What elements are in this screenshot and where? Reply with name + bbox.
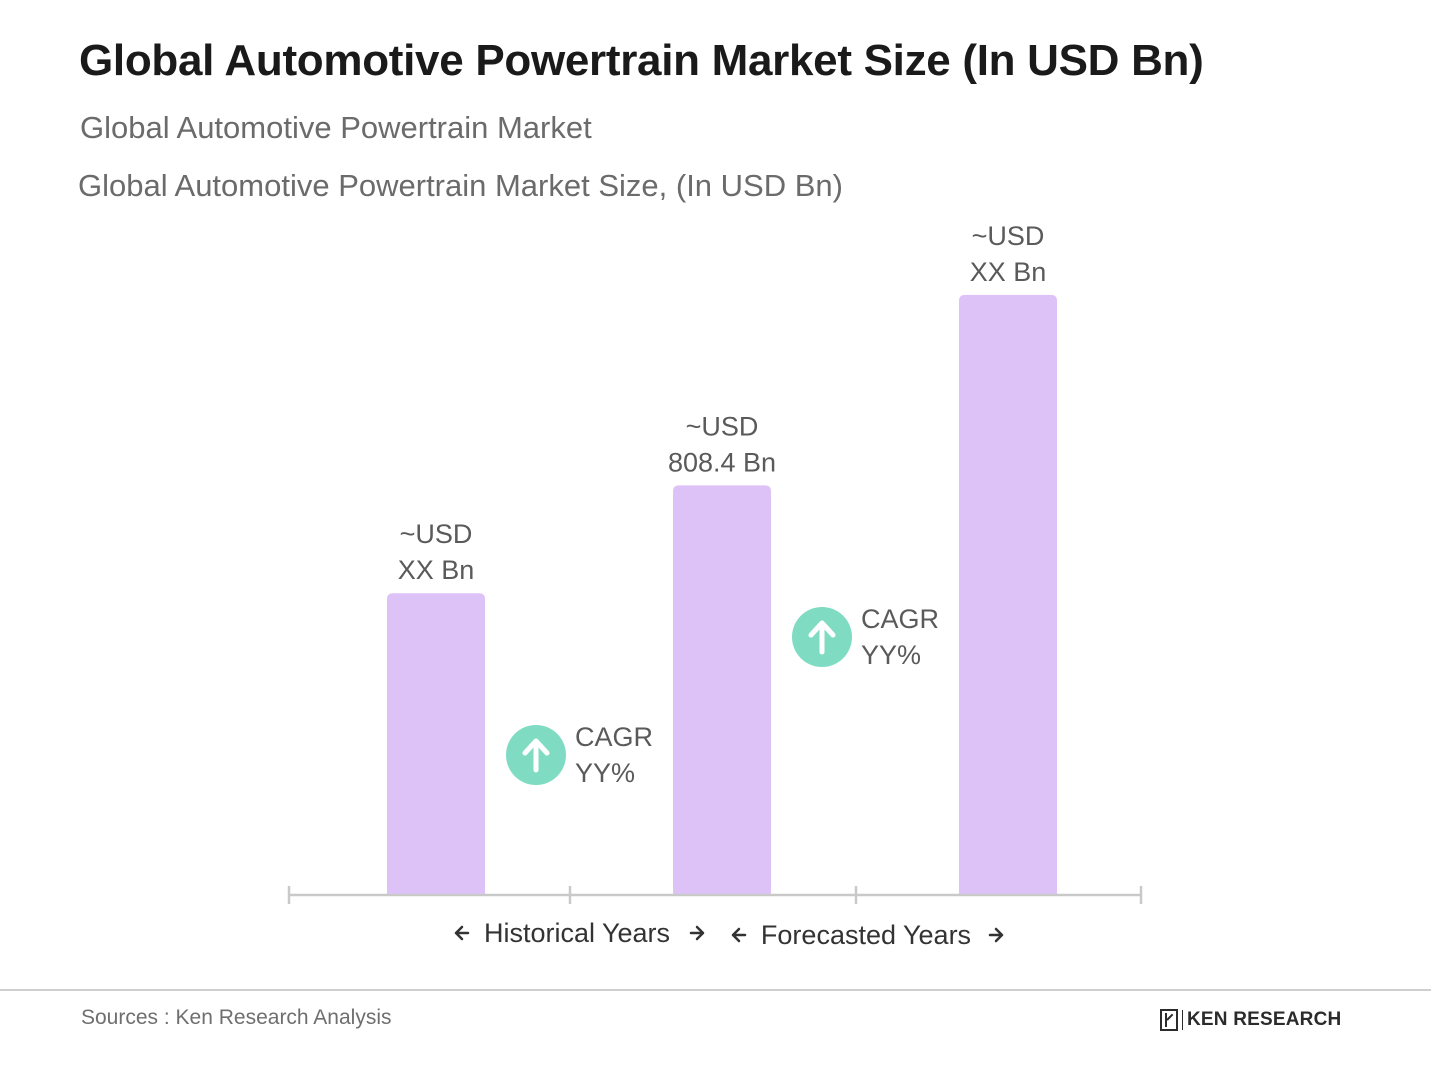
bar-value-label-line1: ~USD bbox=[686, 411, 759, 441]
bar-1 bbox=[387, 593, 485, 895]
period-label: Forecasted Years bbox=[761, 920, 971, 950]
cagr-label: CAGR bbox=[575, 722, 653, 752]
cagr-arrow-glyph bbox=[808, 620, 836, 655]
period-label: Historical Years bbox=[484, 918, 670, 948]
page-title: Global Automotive Powertrain Market Size… bbox=[79, 36, 1204, 85]
right-arrow-icon bbox=[689, 925, 705, 941]
source-note: Sources : Ken Research Analysis bbox=[81, 1006, 392, 1029]
bar-3 bbox=[959, 294, 1057, 895]
bar-value-label-line1: ~USD bbox=[972, 221, 1045, 251]
page-subtitle: Global Automotive Powertrain Market bbox=[80, 110, 592, 145]
left-arrow-icon bbox=[731, 927, 747, 943]
logo-separator bbox=[1182, 1010, 1183, 1030]
bar-value-label-line2: 808.4 Bn bbox=[668, 447, 776, 477]
right-arrow-icon bbox=[988, 927, 1004, 943]
footer-divider bbox=[0, 989, 1431, 991]
bar-2 bbox=[673, 485, 771, 895]
cagr-value: YY% bbox=[861, 640, 921, 670]
bar-value-label-line2: XX Bn bbox=[970, 257, 1047, 287]
bar-value-label-line1: ~USD bbox=[400, 519, 473, 549]
chart-title: Global Automotive Powertrain Market Size… bbox=[78, 168, 843, 203]
cagr-arrow-glyph bbox=[522, 738, 550, 773]
left-arrow-icon bbox=[454, 925, 470, 941]
ken-research-logo-icon bbox=[1160, 1009, 1178, 1031]
cagr-value: YY% bbox=[575, 758, 635, 788]
logo-text: KEN RESEARCH bbox=[1187, 1009, 1342, 1030]
bar-value-label-line2: XX Bn bbox=[398, 555, 475, 585]
brand-logo: KEN RESEARCH bbox=[1160, 1007, 1341, 1033]
cagr-label: CAGR bbox=[861, 604, 939, 634]
